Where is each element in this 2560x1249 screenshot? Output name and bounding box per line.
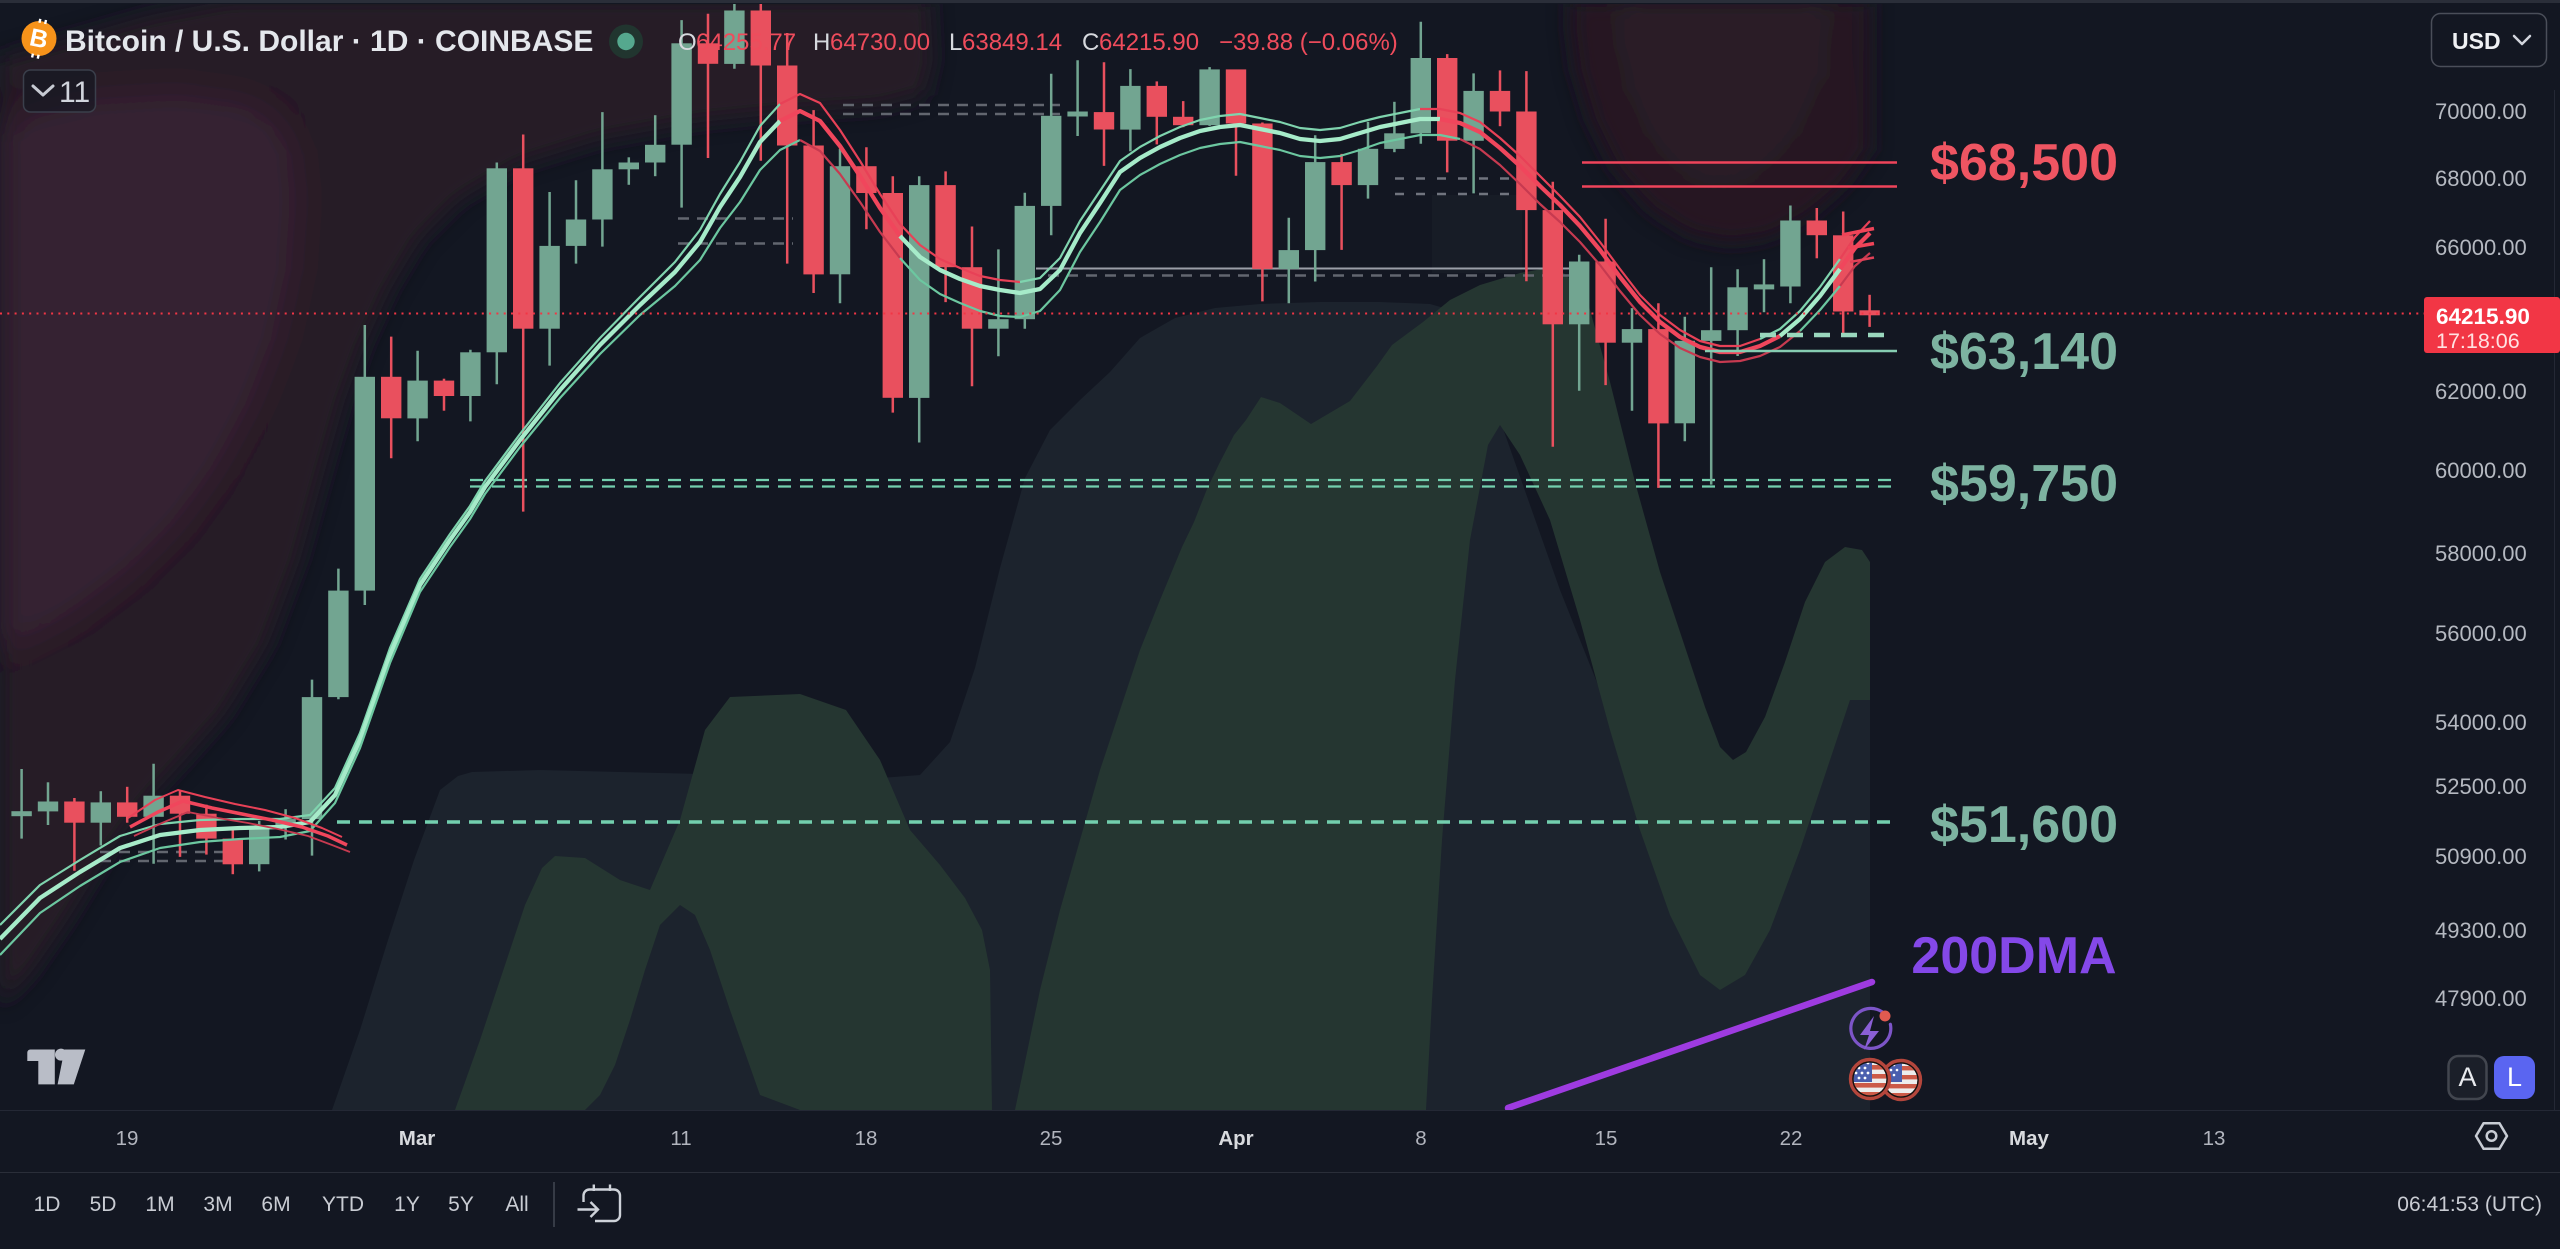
svg-text:56000.00: 56000.00: [2435, 621, 2527, 646]
svg-text:47900.00: 47900.00: [2435, 986, 2527, 1011]
svg-text:A: A: [2458, 1062, 2476, 1092]
svg-text:11: 11: [59, 76, 90, 109]
svg-text:1Y: 1Y: [394, 1193, 420, 1216]
svg-text:25: 25: [1040, 1127, 1063, 1150]
svg-text:−39.88 (−0.06%): −39.88 (−0.06%): [1219, 29, 1398, 56]
svg-text:52500.00: 52500.00: [2435, 774, 2527, 799]
svg-text:62000.00: 62000.00: [2435, 379, 2527, 404]
svg-text:49300.00: 49300.00: [2435, 918, 2527, 943]
svg-text:18: 18: [855, 1127, 878, 1150]
svg-text:8: 8: [1415, 1127, 1426, 1150]
svg-text:58000.00: 58000.00: [2435, 541, 2527, 566]
svg-text:L: L: [949, 29, 962, 56]
svg-text:50900.00: 50900.00: [2435, 844, 2527, 869]
svg-text:3M: 3M: [203, 1193, 232, 1216]
svg-text:L: L: [2507, 1062, 2522, 1092]
svg-text:6M: 6M: [261, 1193, 290, 1216]
svg-text:60000.00: 60000.00: [2435, 458, 2527, 483]
svg-text:USD: USD: [2452, 28, 2501, 54]
svg-text:1M: 1M: [145, 1193, 174, 1216]
svg-text:Apr: Apr: [1218, 1127, 1253, 1150]
svg-text:06:41:53 (UTC): 06:41:53 (UTC): [2397, 1193, 2542, 1216]
svg-text:$59,750: $59,750: [1930, 455, 2118, 513]
svg-text:Mar: Mar: [399, 1127, 435, 1150]
svg-text:63849.14: 63849.14: [962, 29, 1062, 56]
svg-text:64255.77: 64255.77: [696, 29, 796, 56]
svg-text:13: 13: [2203, 1127, 2226, 1150]
svg-text:O: O: [678, 29, 697, 56]
svg-text:$68,500: $68,500: [1930, 134, 2118, 192]
svg-text:64730.00: 64730.00: [830, 29, 930, 56]
svg-text:70000.00: 70000.00: [2435, 99, 2527, 124]
svg-text:5Y: 5Y: [448, 1193, 474, 1216]
svg-text:H: H: [813, 29, 830, 56]
svg-text:64215.90: 64215.90: [2436, 304, 2530, 329]
svg-text:1D: 1D: [34, 1193, 61, 1216]
svg-text:11: 11: [670, 1127, 691, 1150]
svg-text:22: 22: [1780, 1127, 1803, 1150]
svg-text:$63,140: $63,140: [1930, 323, 2118, 381]
svg-text:64215.90: 64215.90: [1099, 29, 1199, 56]
svg-text:$51,600: $51,600: [1930, 796, 2118, 854]
svg-text:19: 19: [116, 1127, 139, 1150]
svg-text:C: C: [1082, 29, 1099, 56]
svg-text:YTD: YTD: [322, 1193, 364, 1216]
svg-text:54000.00: 54000.00: [2435, 710, 2527, 735]
svg-text:15: 15: [1595, 1127, 1618, 1150]
svg-text:68000.00: 68000.00: [2435, 166, 2527, 191]
svg-text:66000.00: 66000.00: [2435, 235, 2527, 260]
svg-text:All: All: [505, 1193, 528, 1216]
svg-text:B: B: [27, 23, 50, 54]
svg-text:17:18:06: 17:18:06: [2436, 329, 2520, 353]
svg-text:5D: 5D: [90, 1193, 117, 1216]
svg-text:May: May: [2009, 1127, 2049, 1150]
svg-text:Bitcoin / U.S. Dollar · 1D · C: Bitcoin / U.S. Dollar · 1D · COINBASE: [65, 25, 593, 58]
svg-text:200DMA: 200DMA: [1911, 927, 2116, 985]
